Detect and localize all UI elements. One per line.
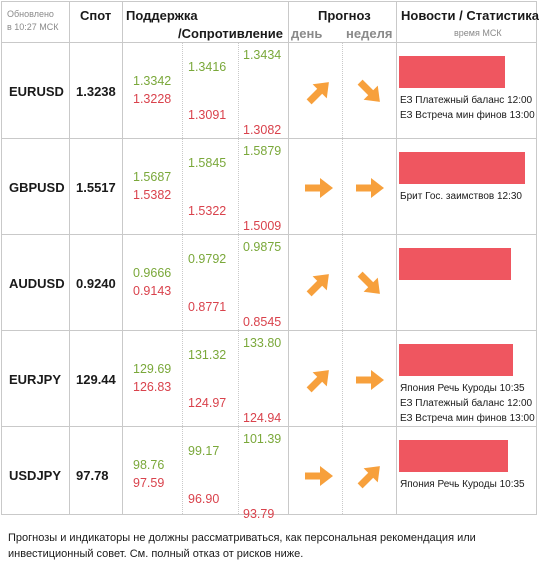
news-indicator-bar xyxy=(399,152,525,184)
news-indicator-bar xyxy=(399,56,505,88)
col-divider xyxy=(122,2,123,514)
resistance-1-value: 0.9143 xyxy=(133,284,172,298)
resistance-2-value: 1.5322 xyxy=(188,204,227,218)
row-divider xyxy=(2,42,536,43)
resistance-3-value: 1.5009 xyxy=(243,219,282,233)
spot-value: 129.44 xyxy=(76,372,116,387)
time-msk-label: время МСК xyxy=(454,28,502,38)
resistance-header: /Сопротивление xyxy=(178,26,283,41)
arrow-down-right-icon xyxy=(353,77,387,107)
news-indicator-bar xyxy=(399,248,511,280)
col-divider xyxy=(288,2,289,514)
news-item[interactable]: Япония Речь Куроды 10:35 xyxy=(400,383,525,394)
support-2-value: 131.32 xyxy=(188,348,227,362)
resistance-1-value: 126.83 xyxy=(133,380,172,394)
news-item[interactable]: ЕЗ Платежный баланс 12:00 xyxy=(400,95,533,106)
col-divider xyxy=(238,42,239,514)
col-divider xyxy=(396,2,397,514)
pair-label: USDJPY xyxy=(9,468,62,483)
arrow-right-icon xyxy=(302,461,336,491)
resistance-1-value: 1.5382 xyxy=(133,188,172,202)
spot-value: 1.5517 xyxy=(76,180,116,195)
news-item[interactable]: ЕЗ Встреча мин финов 13:00 xyxy=(400,110,535,121)
pair-label: GBPUSD xyxy=(9,180,65,195)
support-2-value: 1.3416 xyxy=(188,60,227,74)
arrow-down-right-icon xyxy=(353,269,387,299)
pair-label: EURJPY xyxy=(9,372,62,387)
col-divider xyxy=(182,42,183,514)
news-item[interactable]: Япония Речь Куроды 10:35 xyxy=(400,479,525,490)
support-3-value: 1.5879 xyxy=(243,144,282,158)
news-indicator-bar xyxy=(399,440,508,472)
resistance-2-value: 1.3091 xyxy=(188,108,227,122)
col-divider xyxy=(69,2,70,514)
news-item[interactable]: ЕЗ Платежный баланс 12:00 xyxy=(400,398,533,409)
arrow-right-icon xyxy=(353,365,387,395)
support-3-value: 133.80 xyxy=(243,336,282,350)
arrow-right-icon xyxy=(302,173,336,203)
support-header: Поддержка xyxy=(126,8,198,23)
arrow-up-right-icon xyxy=(302,77,336,107)
resistance-1-value: 97.59 xyxy=(133,476,165,490)
forecast-header: Прогноз xyxy=(318,8,371,23)
resistance-1-value: 1.3228 xyxy=(133,92,172,106)
resistance-2-value: 0.8771 xyxy=(188,300,227,314)
forecast-table: Обновлено в 10:27 МСК Спот Поддержка /Со… xyxy=(1,1,539,521)
row-divider xyxy=(2,330,536,331)
row-divider xyxy=(2,426,536,427)
support-1-value: 1.5687 xyxy=(133,170,172,184)
spot-value: 97.78 xyxy=(76,468,109,483)
resistance-3-value: 93.79 xyxy=(243,507,275,521)
support-3-value: 0.9875 xyxy=(243,240,282,254)
updated-label: Обновлено xyxy=(7,9,54,19)
pair-label: AUDUSD xyxy=(9,276,65,291)
resistance-3-value: 0.8545 xyxy=(243,315,282,329)
support-1-value: 98.76 xyxy=(133,458,165,472)
spot-header: Спот xyxy=(80,8,112,23)
resistance-3-value: 124.94 xyxy=(243,411,282,425)
day-header: день xyxy=(291,26,323,41)
arrow-up-right-icon xyxy=(302,365,336,395)
resistance-2-value: 96.90 xyxy=(188,492,220,506)
support-2-value: 0.9792 xyxy=(188,252,227,266)
arrow-right-icon xyxy=(353,173,387,203)
row-divider xyxy=(2,234,536,235)
news-item[interactable]: ЕЗ Встреча мин финов 13:00 xyxy=(400,413,535,424)
support-1-value: 129.69 xyxy=(133,362,172,376)
support-3-value: 101.39 xyxy=(243,432,282,446)
support-1-value: 1.3342 xyxy=(133,74,172,88)
news-header: Новости / Статистика xyxy=(401,8,539,23)
pair-label: EURUSD xyxy=(9,84,64,99)
row-divider xyxy=(2,138,536,139)
support-2-value: 99.17 xyxy=(188,444,220,458)
news-indicator-bar xyxy=(399,344,513,376)
arrow-up-right-icon xyxy=(353,461,387,491)
arrow-up-right-icon xyxy=(302,269,336,299)
spot-value: 0.9240 xyxy=(76,276,116,291)
news-item[interactable]: Брит Гос. заимствов 12:30 xyxy=(400,191,522,202)
resistance-3-value: 1.3082 xyxy=(243,123,282,137)
support-3-value: 1.3434 xyxy=(243,48,282,62)
resistance-2-value: 124.97 xyxy=(188,396,227,410)
week-header: неделя xyxy=(346,26,393,41)
support-1-value: 0.9666 xyxy=(133,266,172,280)
support-2-value: 1.5845 xyxy=(188,156,227,170)
col-divider xyxy=(342,42,343,514)
spot-value: 1.3238 xyxy=(76,84,116,99)
disclaimer: Прогнозы и индикаторы не должны рассматр… xyxy=(8,532,476,560)
updated-time: в 10:27 МСК xyxy=(7,22,59,32)
